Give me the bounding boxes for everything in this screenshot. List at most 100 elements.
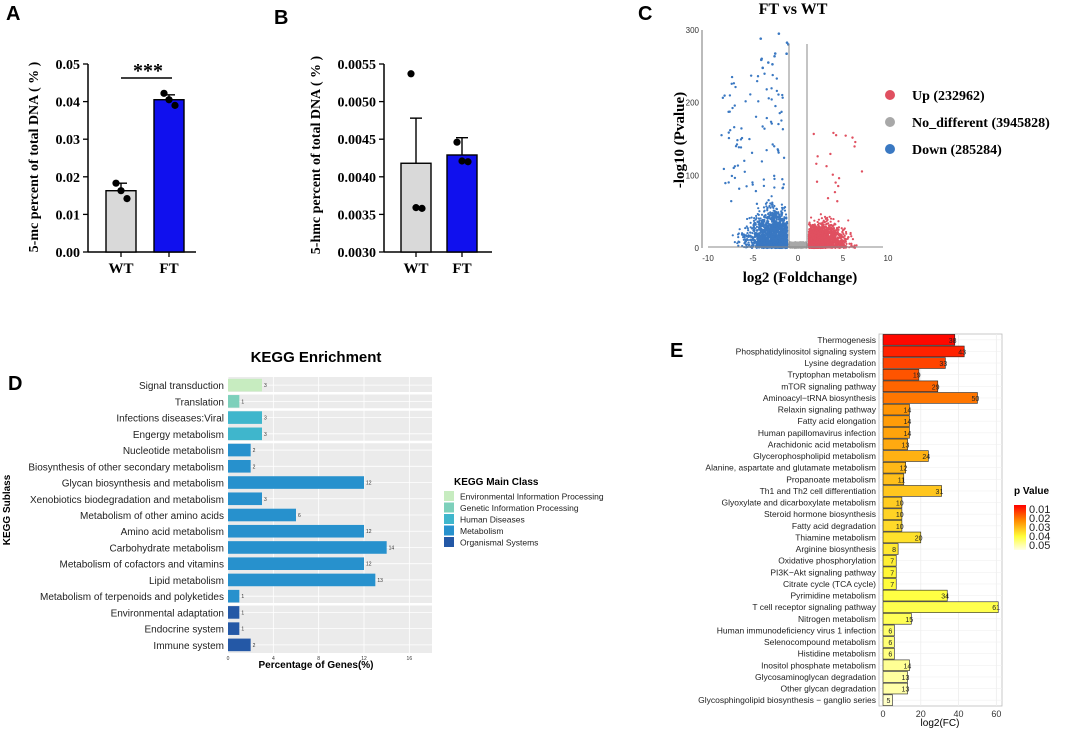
- scatter-point: [755, 202, 759, 206]
- scatter-point: [835, 240, 838, 243]
- bar-value-label: 1: [241, 594, 244, 600]
- scatter-point: [761, 228, 764, 231]
- scatter-point: [784, 213, 788, 216]
- bar: [882, 647, 895, 660]
- scatter-point: [770, 241, 773, 244]
- scatter-point: [810, 241, 813, 245]
- scatter-point: [759, 37, 763, 40]
- scatter-point: [826, 243, 829, 246]
- scatter-point: [781, 211, 784, 215]
- panel-b-y-axis-label: 5-hmc percent of total DNA ( % ): [309, 55, 324, 254]
- scatter-point: [800, 244, 803, 247]
- y-tick-label: 0.02: [56, 171, 81, 186]
- category-label: Thermogenesis: [817, 335, 876, 345]
- scatter-point: [773, 145, 776, 148]
- scatter-point: [760, 213, 764, 216]
- scatter-point: [759, 227, 762, 230]
- scatter-point: [765, 88, 768, 91]
- bar: [228, 476, 364, 489]
- scatter-point: [765, 221, 769, 224]
- bar: [228, 459, 251, 473]
- scatter-point: [828, 225, 831, 228]
- scatter-point: [781, 186, 784, 190]
- scatter-point: [831, 239, 835, 242]
- bar: [446, 154, 478, 253]
- scatter-point: [798, 243, 801, 246]
- scatter-point: [760, 160, 764, 163]
- scatter-point: [749, 231, 752, 234]
- scatter-point: [822, 219, 825, 222]
- scatter-point: [780, 110, 783, 114]
- bar: [105, 190, 137, 253]
- panel-c-x-axis-label: log2 (Foldchange): [743, 270, 858, 286]
- scatter-point: [732, 126, 736, 129]
- x-tick-label: 0: [227, 656, 230, 662]
- scatter-point: [757, 213, 760, 216]
- category-label: Xenobiotics biodegradation and metabolis…: [30, 495, 224, 506]
- x-tick-label: -10: [702, 254, 714, 263]
- bar: [882, 438, 908, 451]
- scatter-point: [749, 221, 752, 224]
- bar: [882, 345, 965, 358]
- bar: [882, 496, 903, 509]
- scatter-point: [773, 204, 776, 208]
- scatter-point: [773, 237, 777, 240]
- panel-label-d: D: [8, 373, 22, 395]
- scatter-point: [773, 186, 776, 189]
- bar-value-label: 33: [939, 361, 947, 368]
- bar: [228, 443, 251, 457]
- scatter-point: [777, 235, 780, 238]
- scatter-point: [812, 237, 815, 240]
- x-tick-label: WT: [403, 261, 428, 277]
- scatter-point: [812, 132, 815, 136]
- scatter-point: [767, 199, 770, 202]
- bar: [228, 606, 240, 619]
- scatter-point: [728, 94, 732, 97]
- scatter-point: [771, 227, 775, 230]
- scatter-point: [775, 236, 778, 239]
- scatter-point: [770, 122, 773, 125]
- scatter-point: [751, 243, 754, 247]
- scatter-point: [834, 229, 837, 232]
- scatter-point: [860, 170, 864, 173]
- scatter-point: [825, 164, 828, 168]
- scatter-point: [816, 220, 819, 224]
- scatter-point: [774, 104, 777, 108]
- scatter-point: [817, 234, 820, 237]
- scatter-point: [844, 230, 848, 234]
- legend-label: Human Diseases: [460, 515, 525, 525]
- scatter-point: [757, 232, 760, 235]
- bar: [228, 508, 296, 522]
- scatter-point: [824, 231, 827, 234]
- scatter-point: [763, 218, 766, 222]
- x-tick-label: -5: [749, 254, 757, 263]
- scatter-point: [765, 116, 768, 120]
- scatter-point: [748, 217, 751, 220]
- y-tick-label: 0.01: [56, 208, 81, 223]
- scatter-point: [748, 137, 751, 141]
- scatter-point: [834, 238, 838, 241]
- scatter-point: [771, 205, 774, 208]
- data-point: [123, 195, 131, 203]
- scatter-point: [743, 170, 746, 174]
- colorbar-tick-label: 0.05: [1029, 540, 1050, 552]
- scatter-point: [831, 233, 834, 236]
- scatter-point: [813, 231, 816, 235]
- category-label: Alanine, aspartate and glutamate metabol…: [705, 463, 876, 473]
- scatter-point: [828, 215, 831, 218]
- scatter-point: [775, 77, 778, 80]
- scatter-point: [760, 221, 763, 224]
- bar-value-label: 10: [896, 512, 904, 519]
- colorbar-tick-label: 0.04: [1029, 531, 1050, 543]
- scatter-point: [848, 242, 851, 245]
- y-tick-label: 0.0040: [338, 171, 377, 186]
- scatter-point: [738, 241, 741, 244]
- scatter-point: [821, 227, 824, 230]
- scatter-point: [733, 165, 737, 168]
- scatter-point: [809, 223, 812, 227]
- scatter-point: [781, 178, 784, 181]
- bar: [882, 694, 893, 706]
- category-label: Other glycan degradation: [781, 684, 877, 694]
- scatter-point: [771, 63, 774, 66]
- scatter-point: [738, 228, 741, 231]
